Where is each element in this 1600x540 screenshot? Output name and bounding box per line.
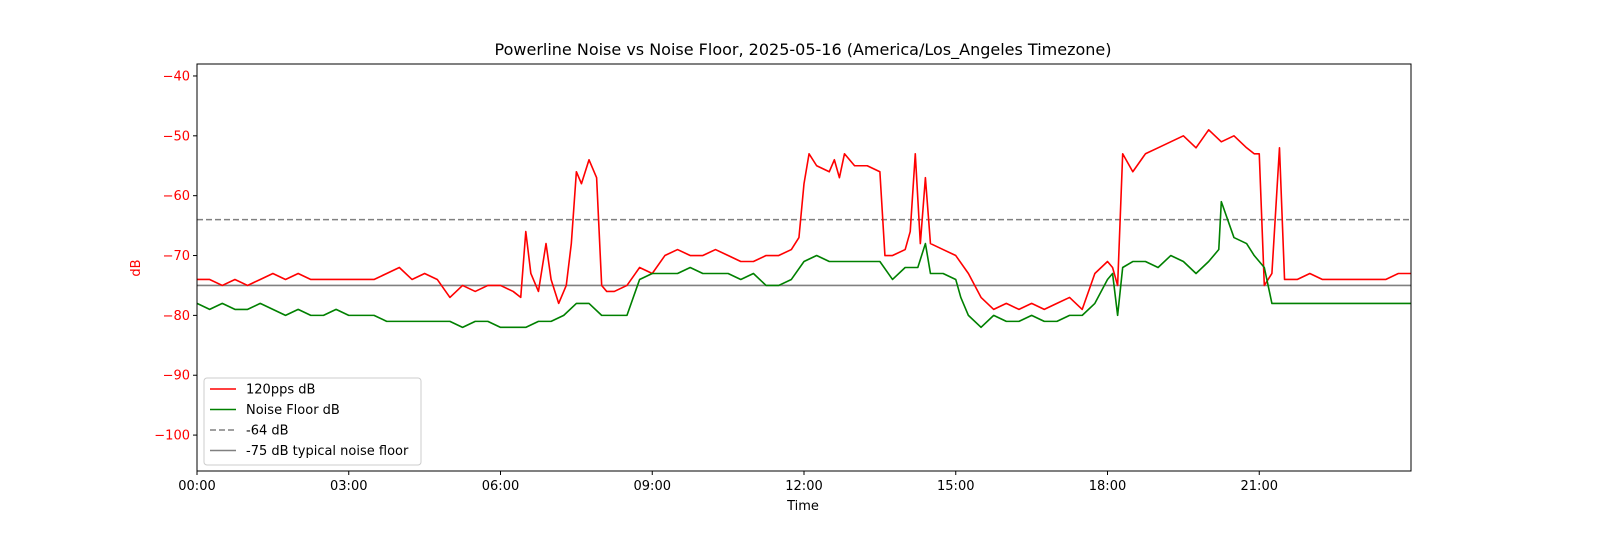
x-tick-label: 09:00: [634, 479, 671, 494]
y-tick-label: −70: [163, 249, 190, 264]
x-tick-label: 06:00: [482, 479, 519, 494]
legend-label-120pps-db: 120pps dB: [246, 383, 315, 398]
series-line-noise-floor-db: [197, 200, 1411, 329]
legend-label-75-db-typical-noise-floor: -75 dB typical noise floor: [246, 444, 409, 459]
x-axis-label: Time: [786, 499, 819, 514]
series-group: [197, 129, 1411, 329]
series-line-120pps-db: [197, 129, 1411, 311]
y-tick-label: −60: [163, 189, 190, 204]
y-tick-label: −90: [163, 369, 190, 384]
chart-title: Powerline Noise vs Noise Floor, 2025-05-…: [495, 40, 1112, 60]
y-axis-label: dB: [129, 259, 144, 276]
y-tick-label: −100: [154, 429, 190, 444]
x-tick-label: 12:00: [785, 479, 822, 494]
y-tick-label: −40: [163, 69, 190, 84]
legend-box: [203, 377, 422, 466]
y-tick-label: −80: [163, 309, 190, 324]
legend: 120pps dB Noise Floor dB -64 dB -75 dB typi…: [203, 377, 422, 466]
x-tick-label: 00:00: [178, 479, 215, 494]
x-axis: 00:00 03:00 06:00 09:00 12:00 15:00 18:00 21:00: [178, 471, 1278, 494]
legend-label-64-db: -64 dB: [246, 424, 289, 439]
y-tick-label: −50: [163, 129, 190, 144]
x-tick-label: 03:00: [330, 479, 367, 494]
y-axis: −40 −50 −60 −70 −80 −90 −100: [154, 69, 197, 444]
x-tick-label: 18:00: [1089, 479, 1126, 494]
x-tick-label: 21:00: [1241, 479, 1278, 494]
plot-area: [196, 63, 1412, 472]
legend-label-noise-floor-db: Noise Floor dB: [246, 403, 340, 418]
x-tick-label: 15:00: [937, 479, 974, 494]
